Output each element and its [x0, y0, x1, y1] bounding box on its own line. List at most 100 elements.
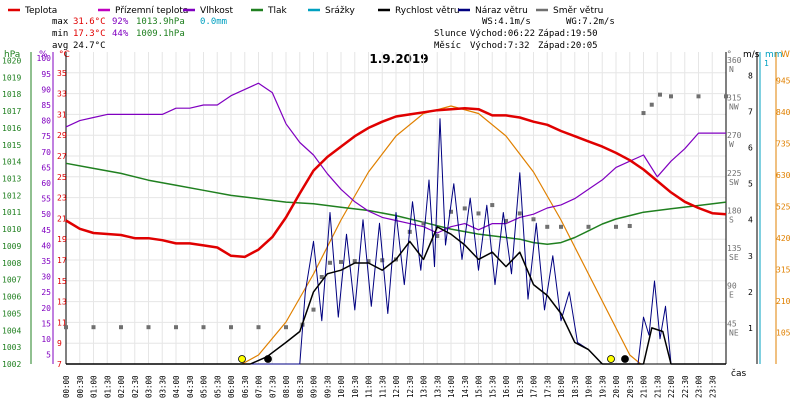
rain-tick-label: 1 [764, 59, 769, 68]
wind-direction-point [284, 325, 288, 330]
celsius-tick-label: 15 [57, 277, 67, 286]
x-tick-label: 15:00 [475, 375, 484, 398]
celsius-tick-label: 7 [57, 360, 62, 369]
unit-ms: m/s [743, 50, 760, 60]
x-tick-label: 20:30 [626, 375, 635, 398]
wind-direction-point [146, 325, 151, 330]
hpa-tick-label: 1012 [2, 191, 21, 200]
x-tick-label: 11:30 [378, 375, 387, 398]
wind-direction-point [724, 94, 728, 99]
x-tick-label: 07:00 [255, 375, 264, 398]
stats-min-pressure: 1009.1hPa [136, 29, 185, 39]
direction-tick-label: 315 [727, 94, 742, 103]
celsius-tick-label: 33 [57, 90, 67, 99]
wind-direction-point [462, 206, 467, 211]
wind-direction-point [380, 258, 385, 263]
direction-tick-label: 90 [727, 282, 737, 291]
celsius-tick-label: 29 [57, 131, 67, 140]
x-tick-label: 21:00 [640, 375, 649, 398]
direction-tick-name: SE [729, 253, 739, 262]
sunrise-marker [238, 355, 246, 363]
wind-direction-point [696, 94, 701, 99]
x-tick-label: 13:00 [420, 375, 429, 398]
pct-tick-label: 55 [41, 195, 51, 204]
legend-label-1: Přízemní teplota [115, 6, 188, 16]
solar-tick-label: 945 [776, 77, 791, 86]
x-tick-label: 03:30 [158, 375, 167, 398]
stats-sun-set: Západ:19:50 [538, 29, 598, 39]
solar-tick-label: 105 [776, 329, 791, 338]
pct-tick-label: 10 [41, 335, 51, 344]
stats-wind-speed: WS:4.1m/s [482, 17, 531, 27]
hpa-tick-label: 1014 [2, 158, 21, 167]
hpa-tick-label: 1016 [2, 124, 21, 133]
legend-label-5: Rychlost větru [395, 6, 460, 16]
legend: Teplota Přízemní teplota Vlhkost Tlak Srážky… [8, 6, 603, 16]
hpa-tick-label: 1013 [2, 174, 21, 183]
pct-tick-label: 40 [41, 241, 51, 250]
hpa-tick-label: 1007 [2, 276, 21, 285]
unit-mm: mm [765, 50, 783, 60]
pct-tick-label: 60 [41, 179, 51, 188]
x-tick-label: 04:00 [172, 375, 181, 398]
hpa-tick-label: 1006 [2, 293, 21, 302]
direction-tick-label: 360 [727, 56, 742, 65]
x-tick-label: 02:00 [117, 375, 126, 398]
sun-moon-markers [238, 355, 629, 363]
x-tick-label: 18:30 [571, 375, 580, 398]
stats-avg-temp: 24.7°C [73, 41, 106, 51]
x-tick-label: 06:30 [241, 375, 250, 398]
stats-max-pressure: 1013.9hPa [136, 17, 185, 27]
stats-max-temp: 31.6°C [73, 17, 106, 27]
x-tick-label: 05:00 [200, 375, 209, 398]
x-tick-label: 17:30 [543, 375, 552, 398]
wind-direction-point [366, 259, 371, 264]
stats-moon-label: Měsíc [434, 41, 461, 51]
wind-direction-point [311, 307, 316, 312]
direction-tick-name: E [729, 291, 734, 300]
moonset-marker [621, 355, 629, 363]
hpa-tick-label: 1003 [2, 343, 21, 352]
pct-tick-label: 75 [41, 132, 51, 141]
x-tick-label: 05:30 [213, 375, 222, 398]
sunset-marker [607, 355, 615, 363]
pct-tick-label: 80 [41, 117, 51, 126]
pct-tick-label: 85 [41, 101, 51, 110]
direction-tick-label: 45 [727, 319, 737, 328]
wind-direction-point [545, 224, 550, 229]
direction-tick-name: S [729, 215, 734, 224]
stats-max-label: max [52, 17, 69, 27]
pct-tick-label: 5 [46, 351, 51, 360]
hpa-tick-label: 1005 [2, 309, 21, 318]
wind-direction-point [627, 223, 632, 228]
stats-min-temp: 17.3°C [73, 29, 106, 39]
solar-tick-label: 840 [776, 108, 791, 117]
x-tick-label: 22:00 [667, 375, 676, 398]
wind-direction-point [328, 260, 332, 265]
wind-direction-point [531, 217, 536, 222]
direction-tick-label: 270 [727, 131, 742, 140]
hpa-tick-label: 1019 [2, 73, 21, 82]
direction-tick-name: NW [729, 103, 739, 112]
x-tick-label: 06:00 [227, 375, 236, 398]
legend-label-4: Srážky [325, 6, 356, 16]
hpa-tick-label: 1004 [2, 326, 21, 335]
pct-tick-label: 30 [41, 273, 51, 282]
stats-moon-set: Západ:20:05 [538, 41, 598, 51]
x-tick-label: 08:00 [282, 375, 291, 398]
pct-tick-label: 35 [41, 257, 51, 266]
wind-direction-point [517, 211, 522, 216]
celsius-tick-label: 9 [57, 339, 62, 348]
wind-speed-line [66, 226, 726, 365]
solar-tick-label: 630 [776, 171, 791, 180]
x-tick-label: 12:30 [406, 375, 415, 398]
stats-min-label: min [52, 29, 68, 39]
wind-direction-point [449, 209, 453, 214]
celsius-tick-label: 19 [57, 235, 67, 244]
solar-radiation-line [241, 105, 642, 365]
unit-celsius: °C [59, 50, 70, 60]
wind-tick-label: 2 [748, 288, 753, 297]
hpa-tick-label: 1015 [2, 141, 21, 150]
wind-direction-point [229, 325, 233, 330]
